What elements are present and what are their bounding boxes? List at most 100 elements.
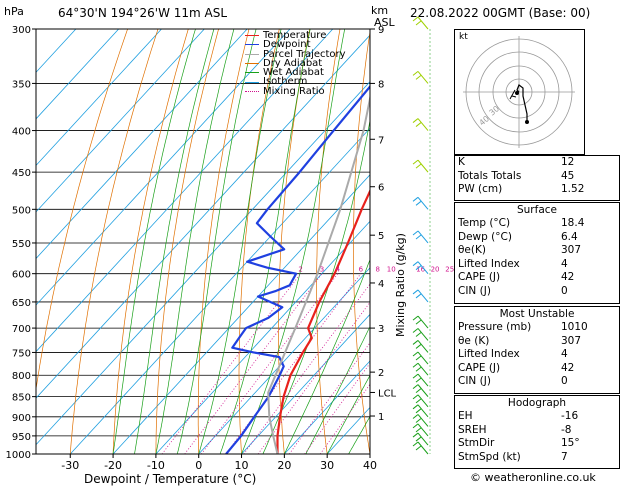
legend-swatch	[245, 72, 259, 74]
height-tick-label: LCL	[378, 388, 397, 399]
wind-barb-flag	[415, 377, 422, 383]
legend-item: Temperature	[245, 30, 346, 41]
index-value: 4	[561, 257, 568, 270]
pressure-tick-label: 1000	[6, 450, 31, 461]
mixing-ratio-line	[225, 273, 362, 454]
isotherm-line	[36, 29, 205, 213]
wind-barb	[412, 373, 429, 387]
datetime-title: 22.08.2022 00GMT (Base: 00)	[410, 6, 591, 20]
temperature-tick-label: 20	[277, 459, 291, 472]
height-tick-label: 6	[378, 183, 384, 194]
wind-barb-flag	[415, 20, 422, 26]
wind-barb-flag	[412, 423, 419, 429]
legend-swatch	[245, 90, 259, 92]
mixing-ratio-axis-label: Mixing Ratio (g/kg)	[394, 233, 407, 337]
wind-barb	[412, 432, 429, 446]
wind-barb-flag	[415, 355, 422, 361]
asl-label: ASL	[374, 16, 395, 29]
wind-barb-flag	[412, 71, 419, 76]
parcel-trajectory-line	[267, 93, 370, 454]
wind-barb-staff	[417, 289, 429, 303]
wind-barb	[412, 328, 429, 341]
index-label: StmSpd (kt)	[458, 450, 521, 463]
wind-barb-flag	[412, 328, 419, 333]
hpa-label: hPa	[4, 5, 24, 18]
wind-barb-staff	[417, 261, 429, 274]
index-label: StmDir	[458, 437, 495, 449]
index-label: Pressure (mb)	[458, 321, 532, 333]
pressure-tick-label: 600	[12, 270, 31, 281]
isotherm-line	[36, 29, 248, 260]
wind-barb	[412, 159, 429, 173]
wind-barb-flag	[415, 344, 422, 349]
wind-barb-flag	[412, 159, 419, 165]
wet-adiabat-line	[284, 258, 370, 454]
wind-barb-flag	[415, 408, 422, 414]
height-tick-label: 9	[378, 25, 384, 36]
isotherm-line	[155, 220, 370, 454]
pressure-tick-label: 500	[12, 205, 31, 216]
index-label: K	[458, 156, 465, 168]
wind-barb	[412, 118, 429, 131]
wind-barb-flag	[412, 261, 419, 267]
wind-barb-flag	[412, 351, 419, 357]
legend-swatch	[245, 53, 259, 55]
wind-barb-flag	[412, 230, 419, 236]
dry-adiabat-line	[424, 29, 456, 454]
hodograph-ring-label: 30	[488, 104, 502, 117]
isotherm-line	[36, 81, 370, 446]
pressure-tick-label: 700	[12, 324, 31, 335]
mixing-ratio-line	[184, 273, 323, 454]
mixing-ratio-line	[161, 273, 301, 454]
wet-adiabat-line	[112, 29, 196, 454]
index-row: θe (K) 307	[455, 335, 619, 349]
wind-barb	[412, 289, 429, 303]
pressure-tick-label: 400	[12, 127, 31, 138]
wind-barb-flag	[412, 362, 419, 368]
wind-barb	[412, 394, 429, 408]
index-value: 4	[561, 348, 568, 360]
wind-barb	[412, 230, 429, 244]
legend-label: Mixing Ratio	[263, 85, 325, 97]
wind-barb-staff	[417, 197, 429, 210]
index-row: CAPE (J) 42	[455, 362, 619, 376]
wind-barb-flag	[412, 340, 419, 345]
isotherm-line	[36, 29, 162, 167]
wind-barb-flag	[412, 384, 419, 390]
wet-adiabat-line	[176, 29, 257, 454]
wind-barb-flag	[415, 163, 422, 169]
temperature-tick-label: 0	[195, 459, 202, 472]
hodograph-plot: 40 30	[463, 36, 575, 148]
index-label: SREH	[458, 423, 487, 436]
temperature-tick-label: 10	[235, 459, 249, 472]
mixing-ratio-label: 4	[336, 266, 341, 274]
dry-adiabat-line	[197, 29, 250, 454]
wind-barb	[412, 196, 429, 210]
legend-label: Parcel Trajectory	[263, 48, 346, 60]
isotherm-line	[198, 267, 370, 454]
wind-barb-flag	[412, 16, 419, 22]
wind-barb-flag	[415, 418, 422, 423]
index-label: CAPE (J)	[458, 271, 501, 283]
index-label: CAPE (J)	[458, 361, 501, 374]
mixing-ratio-label: 3	[320, 266, 324, 274]
wind-barb	[412, 351, 429, 365]
wet-adiabat-line	[198, 29, 282, 454]
wind-barb-flag	[412, 404, 419, 410]
index-label: Temp (°C)	[458, 217, 511, 229]
dry-adiabat-line	[36, 29, 128, 392]
index-row: StmDir 15°	[455, 437, 619, 451]
pressure-tick-label: 550	[12, 239, 31, 250]
legend-label: Dewpoint	[263, 39, 311, 51]
dry-adiabat-line	[112, 29, 189, 454]
mixing-ratio-line	[257, 301, 370, 454]
height-tick-label: 5	[378, 231, 384, 242]
wind-barb	[412, 261, 429, 274]
temperature-tick-label: -30	[61, 459, 79, 472]
wind-barb	[412, 414, 429, 427]
index-label: PW (cm)	[458, 183, 503, 195]
copyright-footer: © weatheronline.co.uk	[470, 471, 596, 484]
most-unstable-panel: Most Unstable Pressure (mb) 1010 θe (K) 307…	[454, 306, 620, 394]
hodograph-trace	[516, 84, 528, 122]
isotherm-line	[284, 360, 370, 454]
